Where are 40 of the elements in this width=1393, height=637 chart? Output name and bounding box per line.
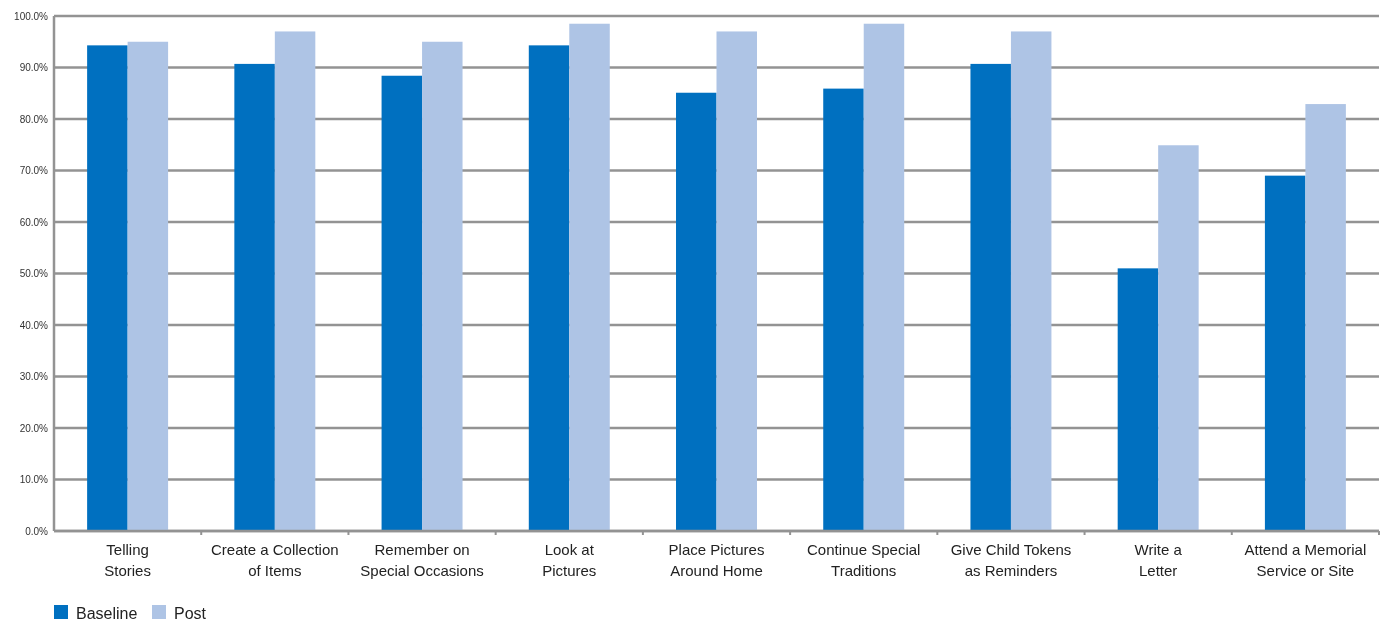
- y-tick-label: 70.0%: [19, 165, 49, 176]
- bar: [422, 41, 463, 531]
- bar: [1117, 268, 1159, 531]
- y-tick-label: 40.0%: [19, 319, 49, 331]
- x-tick-label: Place Pictures Around Home: [668, 541, 765, 579]
- y-tick-label: 20.0%: [19, 422, 49, 434]
- x-tick-label: Give Child Tokens as Reminders: [950, 541, 1072, 579]
- x-tick-label: Continue Special Traditions: [807, 541, 921, 579]
- bar: [528, 45, 570, 531]
- bar: [87, 45, 128, 531]
- x-tick-label: Remember on Special Occasions: [360, 541, 484, 579]
- bar: [127, 41, 169, 531]
- y-tick-label: 60.0%: [19, 216, 49, 228]
- x-tick-label: Attend a Memorial Service or Site: [1244, 541, 1367, 579]
- bar: [569, 23, 610, 531]
- x-tick-label: Write a Letter: [1134, 541, 1183, 579]
- bar: [1010, 31, 1052, 531]
- bar: [863, 23, 905, 531]
- bar: [970, 63, 1011, 531]
- bar: [381, 75, 423, 531]
- bar: [716, 31, 757, 531]
- bar: [234, 63, 275, 531]
- y-tick-label: 50.0%: [19, 268, 49, 279]
- bar: [1158, 145, 1199, 531]
- bar: [1305, 104, 1346, 531]
- y-tick-label: 10.0%: [19, 474, 49, 485]
- y-tick-label: 0.0%: [25, 525, 49, 537]
- bar: [274, 31, 316, 531]
- x-tick-label: Create a Collection of Items: [211, 541, 339, 579]
- y-tick-label: 100.0%: [14, 10, 49, 22]
- bar: [823, 88, 864, 531]
- y-tick-label: 30.0%: [19, 371, 49, 382]
- y-tick-label: 80.0%: [19, 113, 49, 125]
- bar: [676, 92, 717, 531]
- bar: [1264, 175, 1306, 531]
- legend-label: Post: [174, 605, 207, 622]
- legend-label: Baseline: [76, 605, 138, 622]
- y-tick-label: 90.0%: [19, 62, 49, 73]
- x-tick-label: Telling Stories: [104, 541, 151, 579]
- x-tick-label: Look at Pictures: [542, 541, 597, 579]
